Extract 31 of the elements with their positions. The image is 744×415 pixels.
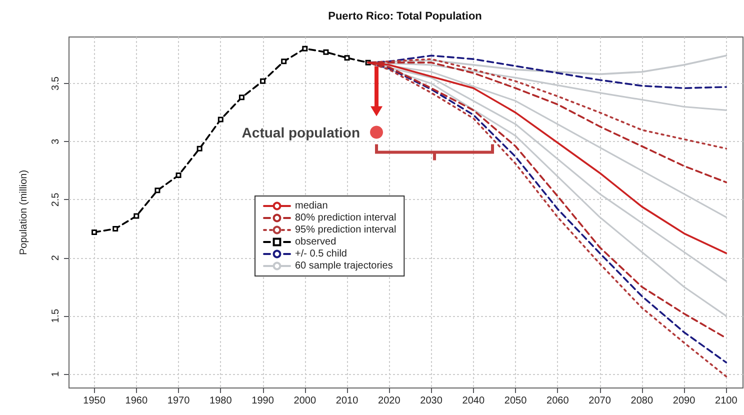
legend-label: +/- 0.5 child <box>295 248 347 260</box>
y-axis-title: Population (million) <box>18 170 30 256</box>
x-tick-label: 1970 <box>167 396 190 406</box>
x-tick-label: 1980 <box>210 396 232 406</box>
x-tick-label: 2090 <box>672 396 696 406</box>
x-tick-label: 2000 <box>294 396 316 406</box>
chart-title: Puerto Rico: Total Population <box>328 10 482 22</box>
legend-label: observed <box>295 236 336 248</box>
legend-label: 95% prediction interval <box>295 224 396 236</box>
x-tick-label: 1990 <box>252 396 274 406</box>
legend-label: 80% prediction interval <box>295 212 396 224</box>
x-tick-label: 2020 <box>378 396 401 406</box>
annotation: Actual population <box>242 124 360 140</box>
y-tick-label: 3.5 <box>50 76 62 90</box>
legend-label: median <box>295 200 328 212</box>
y-tick-label: 3 <box>50 138 62 144</box>
x-tick-label: 1960 <box>125 396 148 406</box>
x-tick-label: 2050 <box>504 396 528 406</box>
x-tick-label: 2030 <box>420 396 443 406</box>
y-tick-label: 1 <box>50 370 62 377</box>
x-tick-label: 2060 <box>546 396 570 406</box>
x-tick-label: 2100 <box>715 396 738 406</box>
x-tick-label: 2010 <box>336 396 359 406</box>
x-tick-label: 2040 <box>462 396 485 406</box>
y-tick-label: 2 <box>50 254 62 261</box>
x-tick-label: 2080 <box>630 396 654 406</box>
y-tick-label: 2.5 <box>50 192 62 207</box>
y-tick-label: 1.5 <box>50 308 62 323</box>
x-tick-label: 2070 <box>588 396 612 406</box>
x-tick-label: 1950 <box>83 396 106 406</box>
legend-label: 60 sample trajectories <box>295 260 393 272</box>
